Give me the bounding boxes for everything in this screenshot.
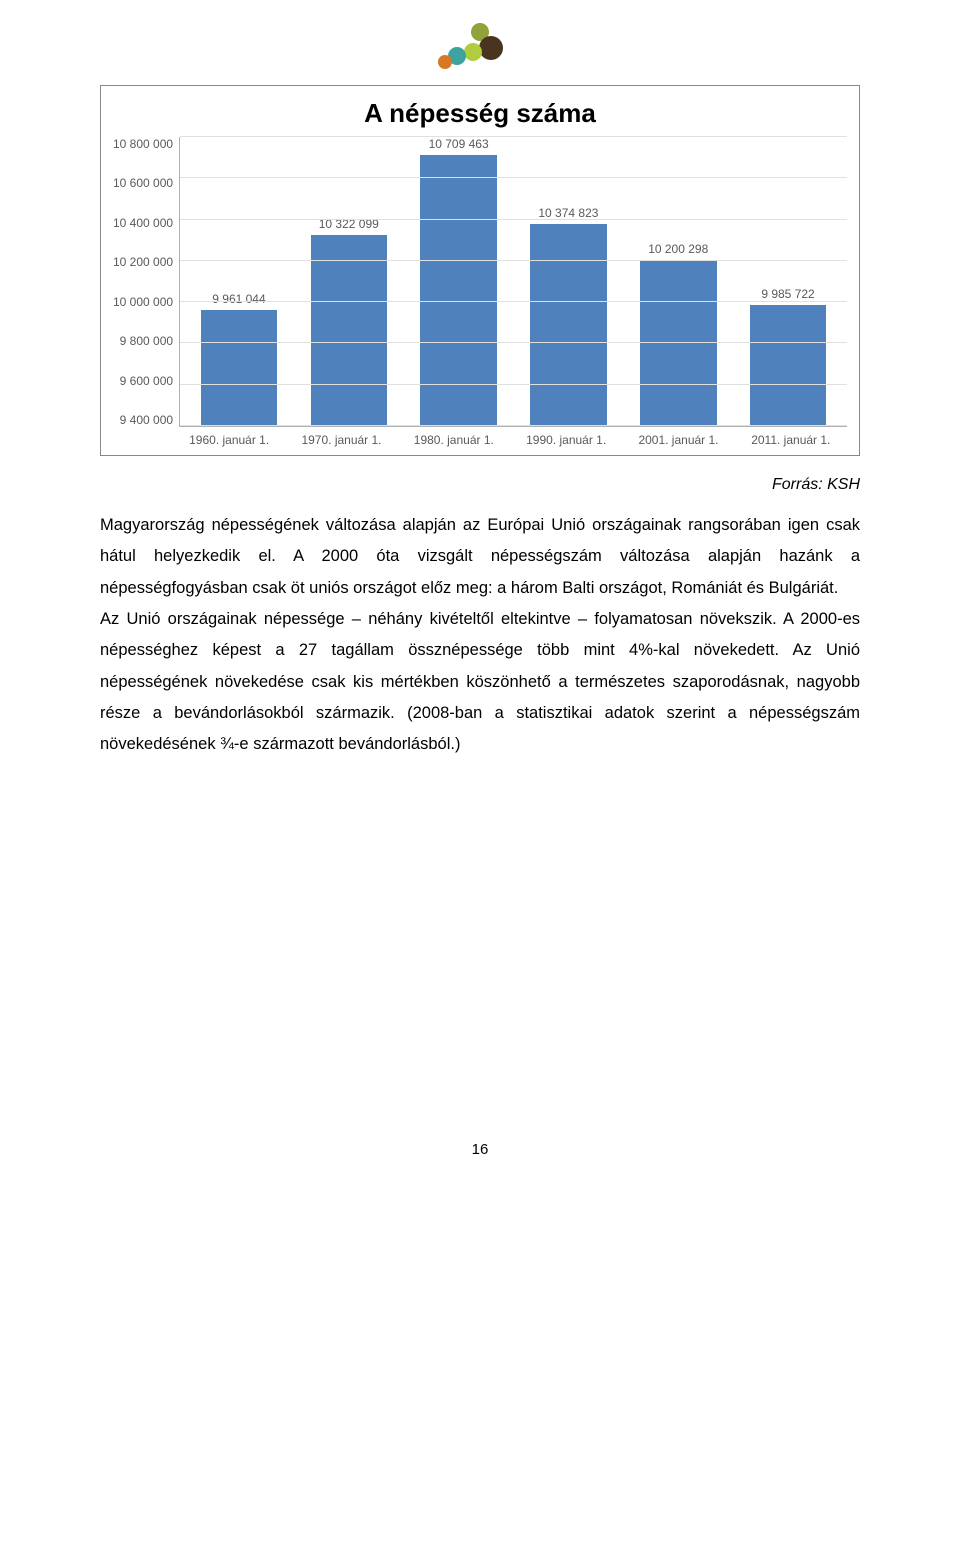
body-text: Magyarország népességének változása alap… — [100, 510, 860, 761]
y-tick-label: 9 400 000 — [120, 413, 173, 427]
bar — [530, 224, 607, 426]
gridline — [180, 301, 847, 302]
header-logo — [100, 20, 860, 75]
bar-value-label: 10 709 463 — [429, 137, 489, 151]
chart-x-axis: 1960. január 1.1970. január 1.1980. janu… — [113, 433, 847, 447]
bar-group: 10 322 099 — [294, 217, 403, 426]
bar-value-label: 9 961 044 — [212, 292, 265, 306]
chart-source: Forrás: KSH — [100, 476, 860, 494]
y-tick-label: 9 600 000 — [120, 374, 173, 388]
chart-bars: 9 961 044 10 322 099 10 709 463 10 374 823 1… — [180, 137, 847, 426]
y-tick-label: 10 000 000 — [113, 295, 173, 309]
bar-group: 10 374 823 — [514, 206, 623, 426]
y-tick-label: 10 400 000 — [113, 216, 173, 230]
gridline — [180, 342, 847, 343]
bar-group: 9 961 044 — [184, 292, 293, 426]
population-chart: A népesség száma 10 800 00010 600 00010 … — [100, 85, 860, 456]
x-tick-label: 1980. január 1. — [398, 433, 510, 447]
bar-group: 10 200 298 — [624, 242, 733, 426]
bar — [311, 235, 388, 426]
chart-plot: 9 961 044 10 322 099 10 709 463 10 374 823 1… — [179, 137, 847, 427]
bar-group: 9 985 722 — [733, 287, 842, 426]
gridline — [180, 260, 847, 261]
x-tick-label: 2001. január 1. — [623, 433, 735, 447]
bar — [750, 305, 827, 426]
gridline — [180, 384, 847, 385]
y-tick-label: 10 600 000 — [113, 176, 173, 190]
y-tick-label: 9 800 000 — [120, 334, 173, 348]
bar — [420, 155, 497, 426]
paragraph-1: Magyarország népességének változása alap… — [100, 510, 860, 604]
bar-group: 10 709 463 — [404, 137, 513, 426]
gridline — [180, 177, 847, 178]
gridline — [180, 219, 847, 220]
gridline — [180, 136, 847, 137]
page-number: 16 — [100, 1141, 860, 1158]
bar-value-label: 10 200 298 — [648, 242, 708, 256]
x-tick-label: 1970. január 1. — [286, 433, 398, 447]
chart-title: A népesség száma — [113, 98, 847, 129]
x-tick-label: 1960. január 1. — [173, 433, 285, 447]
bar — [201, 310, 278, 426]
bar-value-label: 9 985 722 — [761, 287, 814, 301]
y-tick-label: 10 800 000 — [113, 137, 173, 151]
gridline — [180, 425, 847, 426]
x-tick-label: 2011. január 1. — [735, 433, 847, 447]
paragraph-2: Az Unió országainak népessége – néhány k… — [100, 604, 860, 761]
y-tick-label: 10 200 000 — [113, 255, 173, 269]
x-tick-label: 1990. január 1. — [510, 433, 622, 447]
logo-dots-icon — [435, 20, 525, 75]
chart-plot-area: 10 800 000 10 600 000 10 400 000 10 200 000… — [113, 137, 847, 427]
chart-y-axis: 10 800 000 10 600 000 10 400 000 10 200 000… — [113, 137, 179, 427]
